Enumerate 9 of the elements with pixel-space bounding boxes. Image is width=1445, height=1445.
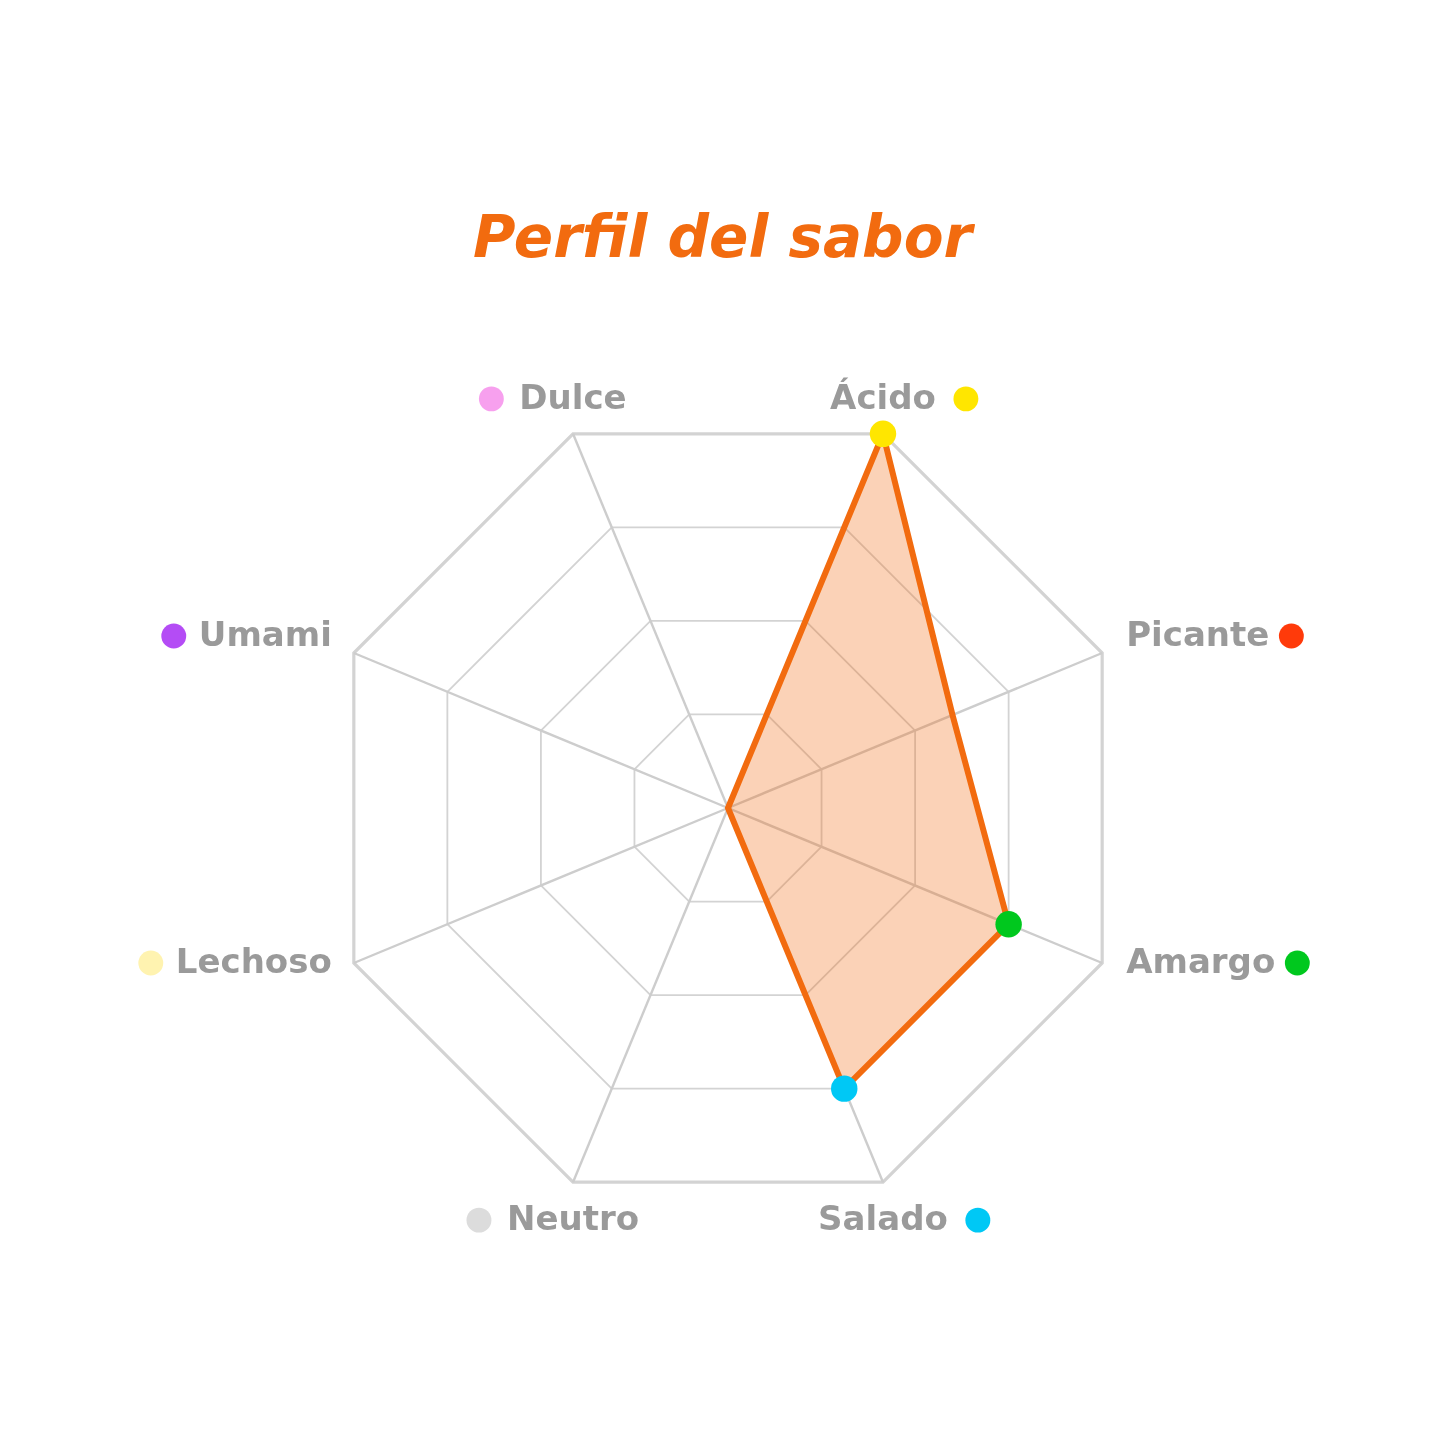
chart-title: Perfil del sabor <box>472 203 976 271</box>
spoke-label: Umami <box>198 614 332 655</box>
spoke-label: Amargo <box>1126 940 1276 981</box>
spoke-label: Salado <box>818 1198 948 1239</box>
spoke-label: Picante <box>1126 614 1270 655</box>
spoke-label: Dulce <box>519 376 627 417</box>
spoke-label: Neutro <box>506 1198 640 1239</box>
spoke-label: Lechoso <box>175 940 332 981</box>
spoke-label: Ácido <box>830 376 936 417</box>
